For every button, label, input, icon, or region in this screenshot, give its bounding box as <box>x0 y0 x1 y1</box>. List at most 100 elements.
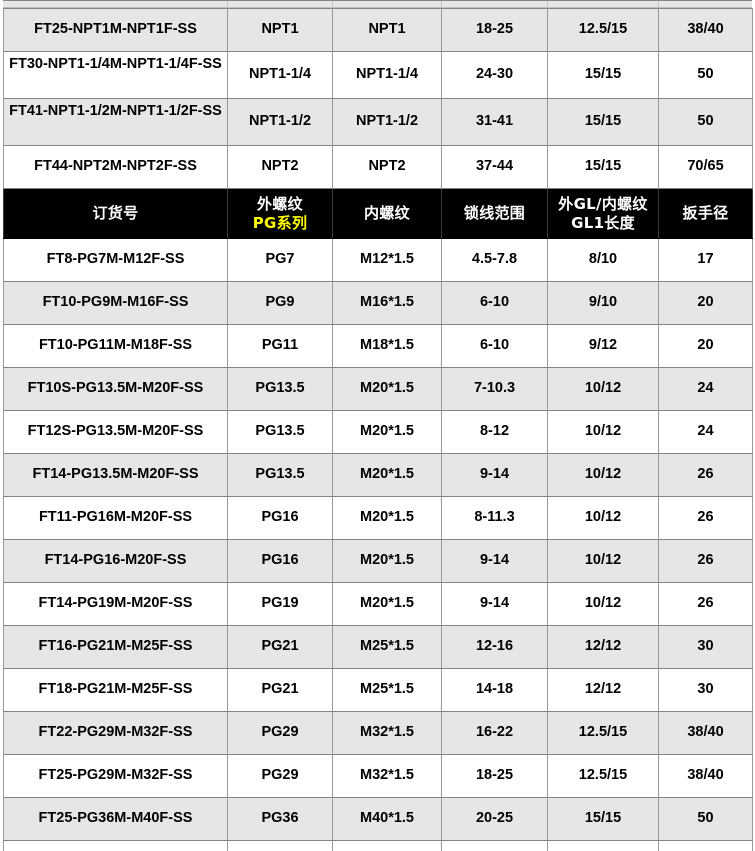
wrench-size-cell: 50 <box>658 51 753 99</box>
clipped-top-row <box>3 0 752 8</box>
table-row: FT10-PG11M-M18F-SS PG11 M18*1.5 6-10 9/12 20 <box>3 324 753 368</box>
outer-thread-cell: PG29 <box>227 754 333 798</box>
table-row: FT8-PG7M-M12F-SS PG7 M12*1.5 4.5-7.8 8/10 17 <box>3 238 753 282</box>
cable-range-cell: 8-12 <box>441 410 548 454</box>
outer-thread-cell: PG7 <box>227 238 333 282</box>
wrench-size-cell: 24 <box>658 410 753 454</box>
order-no-cell: FT41-NPT1-1/2M-NPT1-1/2F-SS <box>3 98 228 146</box>
table-row: FT14-PG19M-M20F-SS PG19 M20*1.5 9-14 10/12 26 <box>3 582 753 626</box>
wrench-size-cell: 26 <box>658 582 753 626</box>
wrench-size-cell: 38/40 <box>658 711 753 755</box>
gl-length-cell: 10/12 <box>547 410 659 454</box>
npt-section-body: FT25-NPT1M-NPT1F-SS NPT1 NPT1 18-25 12.5/15 3… <box>3 8 753 189</box>
header-cable-range: 锁线范围 <box>441 188 548 239</box>
gl-length-cell: 15/15 <box>547 51 659 99</box>
order-no-cell: FT18-PG21M-M25F-SS <box>3 668 228 712</box>
gl-length-cell: 12.5/15 <box>547 8 659 52</box>
inner-thread-cell: M20*1.5 <box>332 582 442 626</box>
cable-range-cell: 24-30 <box>441 51 548 99</box>
outer-thread-cell: NPT1-1/4 <box>227 51 333 99</box>
order-no-cell: FT14-PG13.5M-M20F-SS <box>3 453 228 497</box>
wrench-size-cell: 17 <box>658 238 753 282</box>
order-no-cell: FT14-PG16-M20F-SS <box>3 539 228 583</box>
order-no-cell: FT8-PG7M-M12F-SS <box>3 238 228 282</box>
cable-range-cell: 31-41 <box>441 98 548 146</box>
gl-length-cell: 15/15 <box>547 797 659 841</box>
order-no-cell: FT22-PG29M-M32F-SS <box>3 711 228 755</box>
cable-range-cell: 14-18 <box>441 668 548 712</box>
outer-thread-cell: PG36 <box>227 840 333 851</box>
cable-range-cell: 6-10 <box>441 324 548 368</box>
wrench-size-cell: 30 <box>658 625 753 669</box>
wrench-size-cell: 50 <box>658 840 753 851</box>
outer-thread-cell: PG13.5 <box>227 453 333 497</box>
table-row: FT14-PG16-M20F-SS PG16 M20*1.5 9-14 10/12 26 <box>3 539 753 583</box>
outer-thread-cell: PG11 <box>227 324 333 368</box>
gl-length-cell: 10/12 <box>547 453 659 497</box>
order-no-cell: FT25-NPT1M-NPT1F-SS <box>3 8 228 52</box>
gl-length-cell: 10/12 <box>547 367 659 411</box>
table-row: FT10-PG9M-M16F-SS PG9 M16*1.5 6-10 9/10 20 <box>3 281 753 325</box>
outer-thread-cell: NPT1-1/2 <box>227 98 333 146</box>
table-row: FT18-PG21M-M25F-SS PG21 M25*1.5 14-18 12/12 3… <box>3 668 753 712</box>
pg-section-header-row: 订货号 外螺纹 PG系列 内螺纹 锁线范围 外GL/内螺纹 GL1长度 扳手径 <box>3 188 753 239</box>
inner-thread-cell: M40*1.5 <box>332 797 442 841</box>
outer-thread-cell: PG16 <box>227 496 333 540</box>
inner-thread-cell: M18*1.5 <box>332 324 442 368</box>
table-row: FT30-NPT1-1/4M-NPT1-1/4F-SS NPT1-1/4 NPT1-… <box>3 51 753 99</box>
cable-range-cell: 9-14 <box>441 453 548 497</box>
order-no-cell: FT25-PG36M-M40F-SS <box>3 797 228 841</box>
order-no-cell: FT10-PG9M-M16F-SS <box>3 281 228 325</box>
table-row: FT10S-PG13.5M-M20F-SS PG13.5 M20*1.5 7-10.3… <box>3 367 753 411</box>
cable-range-cell: 24-30 <box>441 840 548 851</box>
order-no-cell: FT30-NPT1-1/4M-NPT1-1/4F-SS <box>3 51 228 99</box>
outer-thread-cell: PG36 <box>227 797 333 841</box>
table-row: FT16-PG21M-M25F-SS PG21 M25*1.5 12-16 12/12 3… <box>3 625 753 669</box>
wrench-size-cell: 20 <box>658 324 753 368</box>
gl-length-cell: 10/12 <box>547 496 659 540</box>
cable-range-cell: 16-22 <box>441 711 548 755</box>
order-no-cell: FT10S-PG13.5M-M20F-SS <box>3 367 228 411</box>
gl-length-cell: 12.5/15 <box>547 711 659 755</box>
gl-length-cell: 9/10 <box>547 281 659 325</box>
gl-length-cell: 15/15 <box>547 145 659 189</box>
table-row: FT30-PG36M-M50F-SSPG36M40*1.524-3015/155… <box>3 840 753 851</box>
cable-range-cell: 4.5-7.8 <box>441 238 548 282</box>
gl-length-cell: 12/12 <box>547 625 659 669</box>
gl-length-cell: 15/15 <box>547 98 659 146</box>
pg-section-body: FT8-PG7M-M12F-SS PG7 M12*1.5 4.5-7.8 8/10 17 F… <box>3 238 753 851</box>
table-row: FT14-PG13.5M-M20F-SS PG13.5 M20*1.5 9-14 10/… <box>3 453 753 497</box>
inner-thread-cell: M20*1.5 <box>332 367 442 411</box>
outer-thread-cell: PG16 <box>227 539 333 583</box>
cable-range-cell: 18-25 <box>441 8 548 52</box>
outer-thread-cell: PG13.5 <box>227 410 333 454</box>
inner-thread-cell: M20*1.5 <box>332 496 442 540</box>
cable-range-cell: 18-25 <box>441 754 548 798</box>
wrench-size-cell: 26 <box>658 496 753 540</box>
cable-range-cell: 7-10.3 <box>441 367 548 411</box>
outer-thread-cell: NPT1 <box>227 8 333 52</box>
wrench-size-cell: 26 <box>658 453 753 497</box>
inner-thread-cell: M32*1.5 <box>332 754 442 798</box>
table-row: FT41-NPT1-1/2M-NPT1-1/2F-SS NPT1-1/2 NPT1-… <box>3 98 753 146</box>
order-no-cell: FT14-PG19M-M20F-SS <box>3 582 228 626</box>
table-row: FT11-PG16M-M20F-SS PG16 M20*1.5 8-11.3 10/12… <box>3 496 753 540</box>
gl-length-cell: 10/12 <box>547 582 659 626</box>
order-no-cell: FT10-PG11M-M18F-SS <box>3 324 228 368</box>
outer-thread-cell: PG29 <box>227 711 333 755</box>
outer-thread-cell: PG21 <box>227 625 333 669</box>
wrench-size-cell: 50 <box>658 98 753 146</box>
inner-thread-cell: M25*1.5 <box>332 625 442 669</box>
table-row: FT44-NPT2M-NPT2F-SS NPT2 NPT2 37-44 15/15 70/… <box>3 145 753 189</box>
inner-thread-cell: NPT1-1/2 <box>332 98 442 146</box>
table-row: FT25-PG36M-M40F-SS PG36 M40*1.5 20-25 15/15 5… <box>3 797 753 841</box>
cable-range-cell: 9-14 <box>441 582 548 626</box>
cable-range-cell: 6-10 <box>441 281 548 325</box>
header-wrench-size: 扳手径 <box>658 188 753 239</box>
wrench-size-cell: 50 <box>658 797 753 841</box>
wrench-size-cell: 30 <box>658 668 753 712</box>
gl-length-cell: 10/12 <box>547 539 659 583</box>
table-row: FT22-PG29M-M32F-SS PG29 M32*1.5 16-22 12.5/1… <box>3 711 753 755</box>
header-gl-length: 外GL/内螺纹 GL1长度 <box>547 188 659 239</box>
